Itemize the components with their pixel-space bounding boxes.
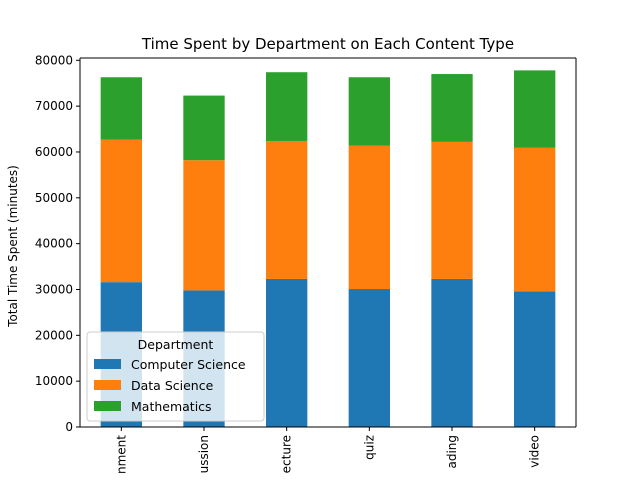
legend-label-computer-science: Computer Science [131,357,246,372]
y-axis-label: Total Time Spent (minutes) [6,165,20,328]
bar-data-science-lecture [266,140,308,279]
bar-computer-science-reading [431,278,473,427]
legend: Department Computer Science Data Science Ma… [86,331,265,422]
legend-label-data-science: Data Science [131,378,214,393]
axes: 0 10000 20000 30000 40000 50000 60000 70000 8000… [35,53,577,474]
y-tick-label: 20000 [35,328,73,342]
x-tick-label: nment [114,435,128,474]
y-tick-label: 60000 [35,145,73,159]
bar-mathematics-quiz [348,77,390,146]
bar-data-science-assignment [100,139,142,283]
legend-swatch-data-science [94,380,121,390]
y-tick-label: 80000 [35,53,73,67]
legend-swatch-mathematics [94,401,121,411]
bar-data-science-video [514,147,556,292]
y-tick-label: 70000 [35,99,73,113]
bar-data-science-quiz [348,145,390,290]
y-tick-label: 0 [65,420,73,434]
bar-computer-science-quiz [348,289,390,427]
y-tick-label: 50000 [35,191,73,205]
chart-title: Time Spent by Department on Each Content… [141,35,514,53]
bar-mathematics-discussion [183,95,225,161]
bar-data-science-discussion [183,160,225,291]
bar-mathematics-reading [431,74,473,142]
legend-box [86,331,265,422]
y-tick-label: 10000 [35,374,73,388]
bar-computer-science-video [514,291,556,427]
x-tick-label: ading [445,435,459,469]
y-tick-label: 40000 [35,237,73,251]
bar-computer-science-lecture [266,278,308,427]
bars [100,70,556,427]
x-tick-label: quiz [362,435,376,460]
x-tick-label: ecture [280,435,294,473]
bar-mathematics-assignment [100,77,142,140]
bar-mathematics-lecture [266,72,308,141]
x-tick-label: ussion [197,435,211,473]
legend-label-mathematics: Mathematics [131,399,212,414]
bar-mathematics-video [514,70,556,148]
legend-title: Department [138,337,214,352]
bar-data-science-reading [431,141,473,279]
y-tick-label: 30000 [35,282,73,296]
legend-swatch-computer-science [94,359,121,369]
x-tick-label: video [528,435,542,468]
